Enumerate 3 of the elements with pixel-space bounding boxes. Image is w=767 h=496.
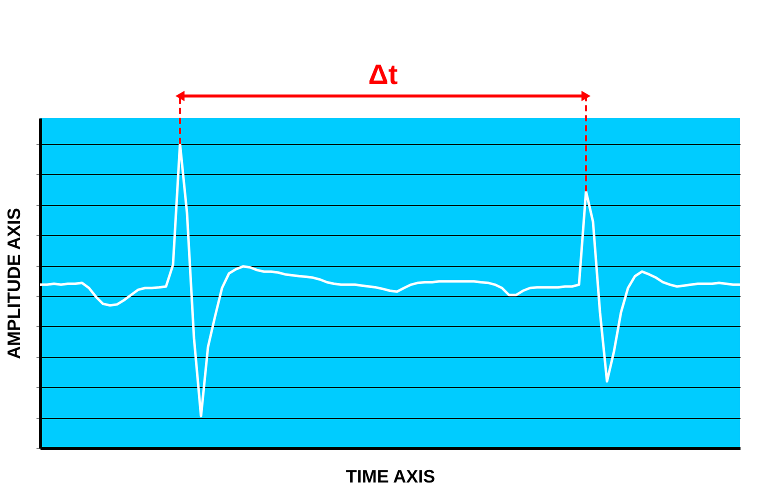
y-axis-title: AMPLITUDE AXIS [4, 208, 24, 360]
text: Δt [368, 59, 398, 90]
x-axis-title: TIME AXIS [346, 466, 436, 486]
